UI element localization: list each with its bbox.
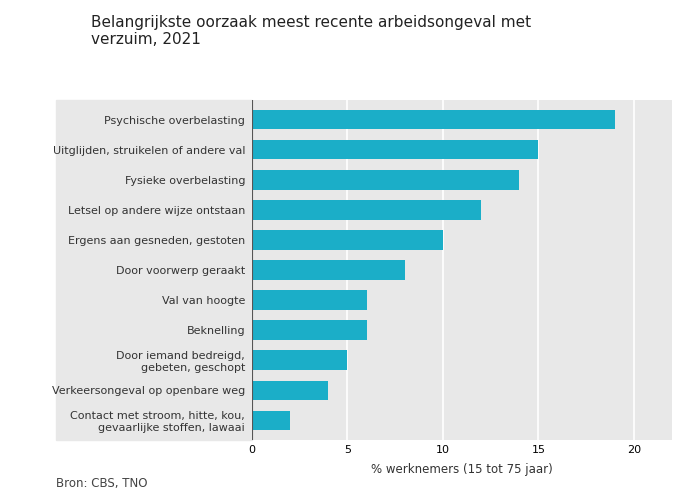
Bar [252,410,290,430]
Bar [252,140,538,160]
Bar [252,200,481,220]
Bar [252,380,328,400]
Bar [252,290,367,310]
Bar [252,320,367,340]
Bar [252,350,347,370]
Bar [252,110,615,130]
X-axis label: % werknemers (15 tot 75 jaar): % werknemers (15 tot 75 jaar) [371,463,553,476]
Bar [252,170,519,190]
Bar [252,230,443,250]
Text: Belangrijkste oorzaak meest recente arbeidsongeval met
verzuim, 2021: Belangrijkste oorzaak meest recente arbe… [91,15,531,48]
Bar [252,260,405,280]
Text: Bron: CBS, TNO: Bron: CBS, TNO [56,477,148,490]
